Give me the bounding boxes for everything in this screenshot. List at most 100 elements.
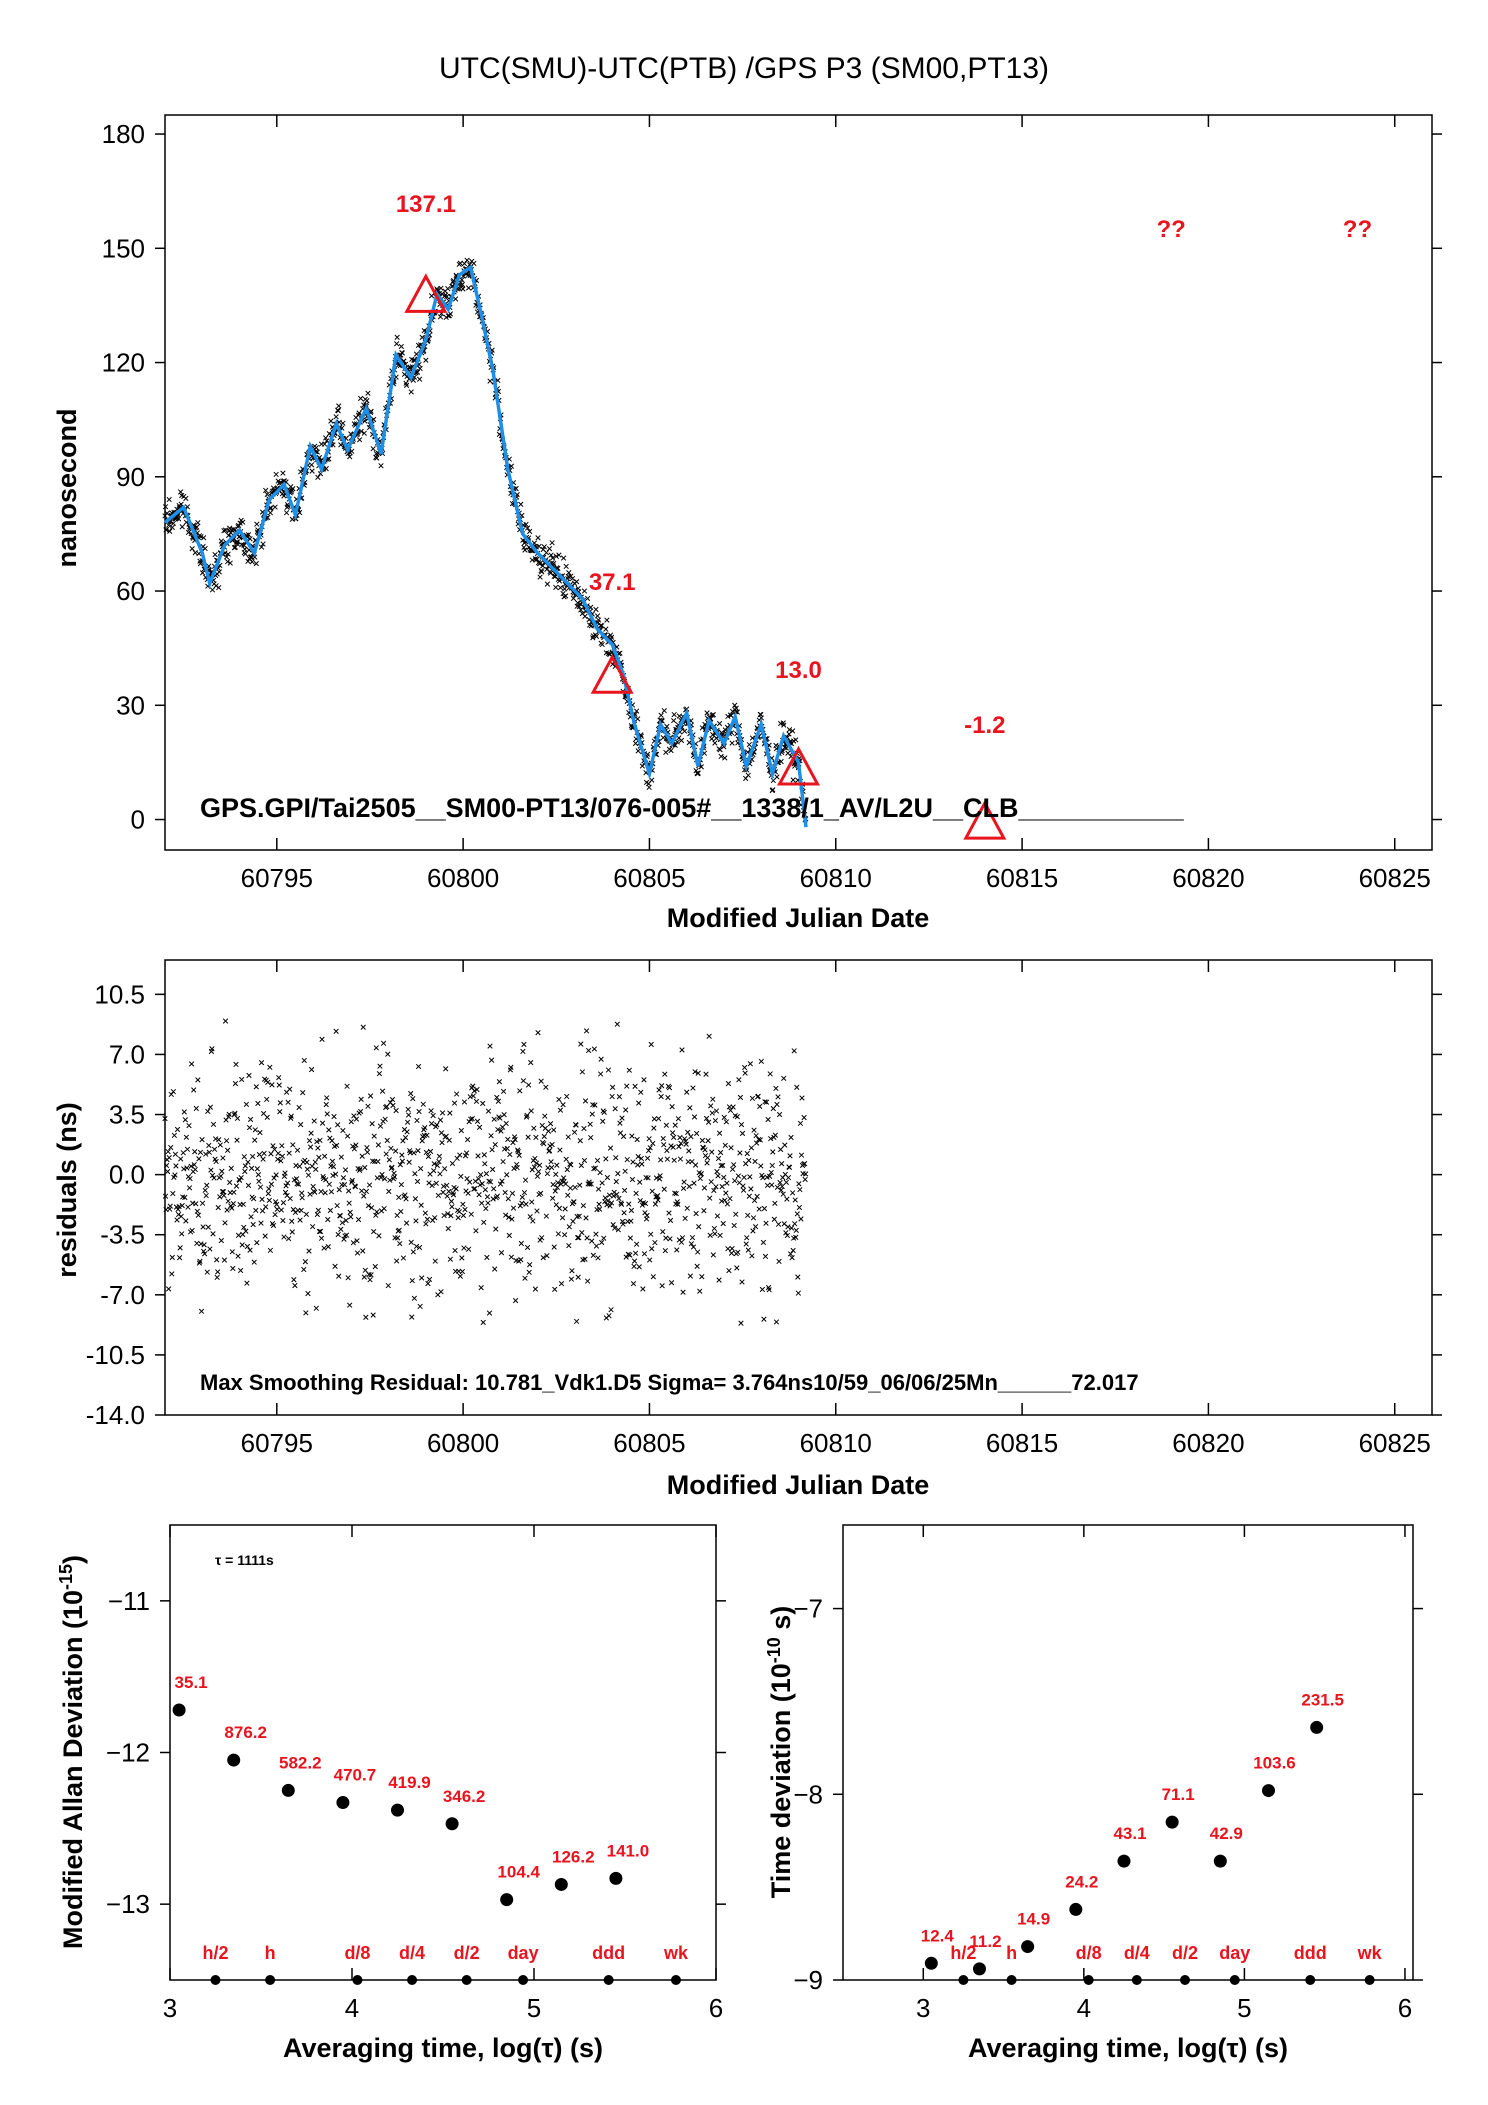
data-point — [582, 613, 588, 619]
residual-point — [568, 1276, 575, 1282]
residual-point — [797, 1186, 803, 1193]
residual-point — [617, 1120, 623, 1126]
residual-point — [633, 1241, 640, 1247]
residual-point — [645, 1175, 651, 1181]
residual-point — [785, 1174, 792, 1181]
data-point — [678, 737, 685, 744]
residual-point — [236, 1177, 243, 1183]
residual-point — [756, 1136, 762, 1143]
x-tick-label: 4 — [345, 1993, 359, 2023]
residual-point — [657, 1173, 663, 1179]
residual-point — [705, 1119, 712, 1125]
interval-label: h — [265, 1943, 276, 1963]
x-tick-label: 60825 — [1359, 1428, 1431, 1458]
residual-point — [674, 1247, 680, 1253]
residual-point — [207, 1246, 213, 1252]
residual-point — [229, 1205, 235, 1211]
residual-point — [285, 1235, 292, 1242]
residual-point — [265, 1190, 271, 1197]
residual-point — [672, 1190, 678, 1196]
residual-point — [352, 1184, 359, 1190]
residual-point — [717, 1232, 723, 1239]
residual-point — [587, 1181, 593, 1187]
data-point — [326, 456, 332, 462]
data-point — [232, 544, 239, 550]
residual-point — [550, 1181, 556, 1188]
data-point — [313, 445, 319, 451]
x-tick-label: 60810 — [800, 1428, 872, 1458]
residual-point — [648, 1041, 654, 1048]
residual-point — [332, 1171, 339, 1177]
residual-point — [723, 1119, 730, 1125]
residual-point — [645, 1147, 652, 1154]
residual-point — [233, 1061, 239, 1068]
residual-point — [721, 1174, 727, 1181]
residual-point — [577, 1182, 583, 1188]
residual-point — [302, 1259, 308, 1265]
residual-point — [393, 1258, 400, 1264]
y-tick-label: −9 — [793, 1965, 823, 1995]
residual-point — [461, 1099, 468, 1105]
residual-point — [462, 1153, 469, 1159]
data-point — [664, 723, 670, 730]
residual-point — [622, 1168, 628, 1174]
residual-point — [498, 1250, 505, 1256]
interval-label: h — [1006, 1943, 1017, 1963]
residual-point — [447, 1110, 453, 1116]
data-point — [200, 535, 207, 541]
data-point — [668, 747, 674, 754]
residual-point — [464, 1137, 471, 1143]
y-axis-label-text: Time deviation (10 — [766, 1663, 796, 1898]
residual-point — [668, 1280, 675, 1286]
x-tick-label: 60825 — [1359, 863, 1431, 893]
data-point — [603, 626, 609, 632]
data-point — [178, 501, 184, 507]
residual-point — [604, 1202, 610, 1208]
residual-point — [172, 1172, 178, 1178]
data-point — [710, 712, 716, 718]
residual-point — [799, 1095, 805, 1101]
residual-point — [575, 1235, 581, 1241]
residual-point — [279, 1143, 285, 1149]
residual-point — [277, 1109, 283, 1115]
residual-point — [802, 1176, 808, 1183]
residual-point — [323, 1101, 329, 1108]
residual-point — [487, 1043, 493, 1049]
residual-point — [367, 1277, 373, 1283]
data-point — [249, 559, 255, 565]
residual-point — [289, 1218, 295, 1224]
residual-point — [385, 1282, 391, 1289]
data-point — [581, 588, 588, 594]
residual-point — [424, 1132, 430, 1138]
data-point — [722, 755, 728, 761]
residual-point — [671, 1134, 677, 1140]
residual-point — [505, 1196, 511, 1202]
interval-dot — [461, 1975, 472, 1985]
residual-point — [532, 1286, 539, 1292]
residual-point — [240, 1201, 246, 1207]
residual-point — [711, 1187, 717, 1194]
residual-point — [608, 1200, 615, 1206]
residual-point — [171, 1132, 178, 1139]
residual-point — [690, 1244, 697, 1250]
residual-point — [493, 1226, 499, 1232]
x-tick-label: 60815 — [986, 1428, 1058, 1458]
residual-point — [202, 1187, 208, 1194]
residual-point — [725, 1080, 732, 1087]
residual-point — [688, 1133, 694, 1140]
residual-point — [506, 1214, 512, 1220]
residual-point — [663, 1235, 669, 1241]
interval-label: ddd — [592, 1943, 625, 1963]
residual-point — [691, 1180, 697, 1186]
interval-dot — [603, 1975, 614, 1985]
residual-point — [599, 1180, 605, 1186]
residual-point — [679, 1235, 686, 1241]
data-point — [649, 777, 655, 783]
deviation-point — [1069, 1902, 1083, 1916]
residual-point — [308, 1130, 314, 1136]
residual-point — [597, 1071, 604, 1077]
residual-point — [684, 1205, 690, 1211]
residual-point — [177, 1156, 184, 1162]
residual-point — [377, 1063, 383, 1069]
residual-point — [636, 1100, 642, 1106]
